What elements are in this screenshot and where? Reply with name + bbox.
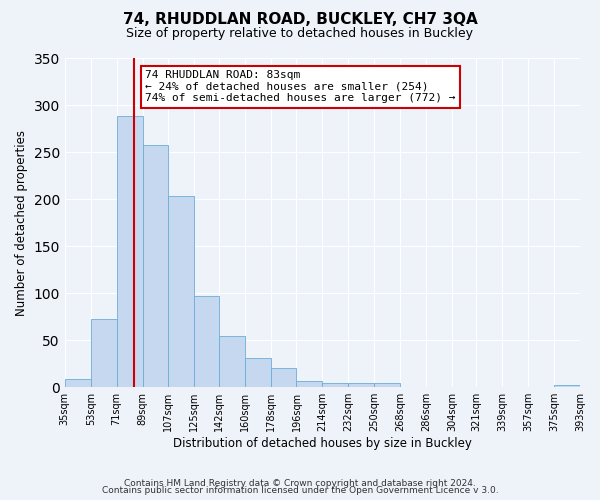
Text: Contains HM Land Registry data © Crown copyright and database right 2024.: Contains HM Land Registry data © Crown c… (124, 478, 476, 488)
Text: 74, RHUDDLAN ROAD, BUCKLEY, CH7 3QA: 74, RHUDDLAN ROAD, BUCKLEY, CH7 3QA (122, 12, 478, 28)
Text: Contains public sector information licensed under the Open Government Licence v : Contains public sector information licen… (101, 486, 499, 495)
Bar (245, 358, 271, 387)
Bar (143, 144, 169, 387)
Bar (296, 380, 322, 387)
Text: 74 RHUDDLAN ROAD: 83sqm
← 24% of detached houses are smaller (254)
74% of semi-d: 74 RHUDDLAN ROAD: 83sqm ← 24% of detache… (145, 70, 456, 103)
Bar (554, 386, 580, 387)
Bar (219, 336, 245, 387)
Bar (65, 378, 91, 387)
Bar (374, 384, 400, 387)
Bar (349, 384, 374, 387)
Bar (322, 382, 349, 387)
Bar (271, 368, 296, 387)
Y-axis label: Number of detached properties: Number of detached properties (15, 130, 28, 316)
Text: Size of property relative to detached houses in Buckley: Size of property relative to detached ho… (127, 28, 473, 40)
Bar (91, 318, 116, 387)
Bar (116, 116, 143, 387)
Bar (194, 296, 219, 387)
Bar (169, 196, 194, 387)
X-axis label: Distribution of detached houses by size in Buckley: Distribution of detached houses by size … (173, 437, 472, 450)
